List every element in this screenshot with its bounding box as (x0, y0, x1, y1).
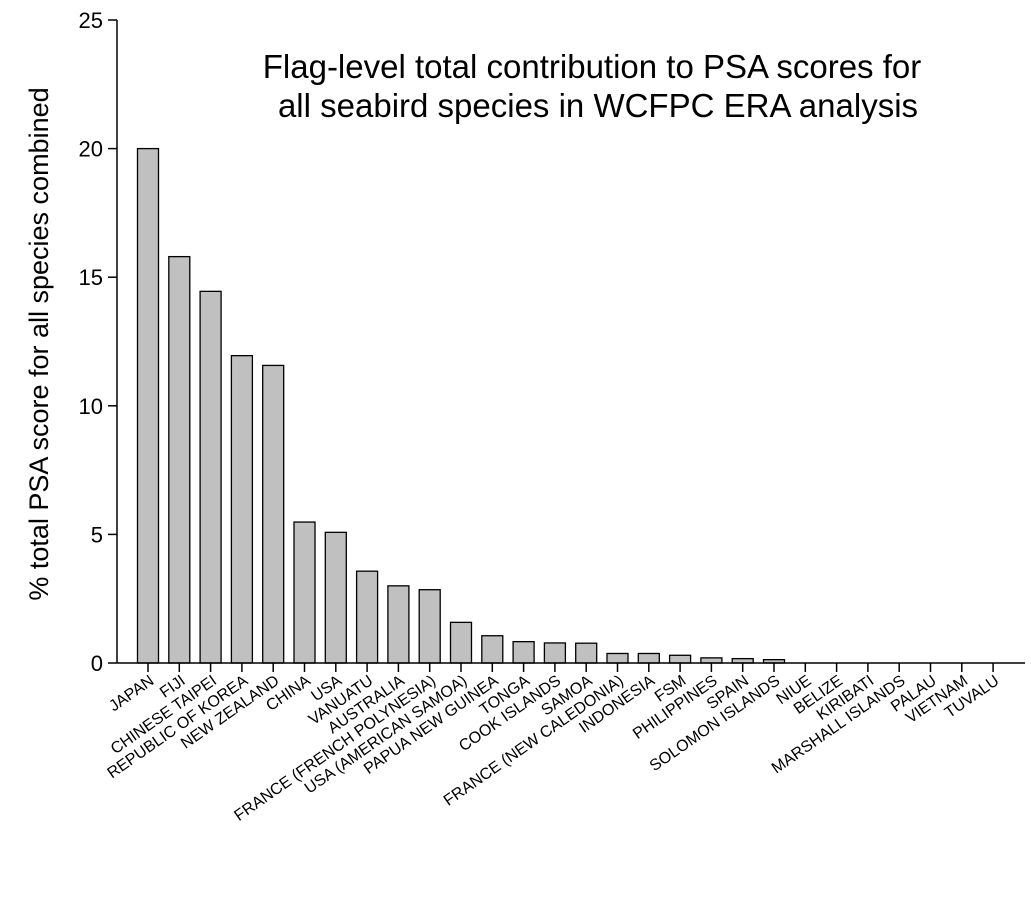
bar-republic-of-korea (230, 354, 254, 664)
bar-vanuatu (355, 570, 379, 664)
bar-france-new-caledonia (606, 652, 629, 664)
x-category-label: JAPAN (106, 672, 157, 715)
chart-title-line-1: Flag-level total contribution to PSA sco… (263, 48, 922, 85)
bar-indonesia (637, 652, 660, 664)
bar-fiji (168, 255, 191, 664)
y-tick-label: 5 (91, 522, 103, 547)
axes-group (116, 20, 1025, 664)
bar-france-french-polynesia (418, 589, 441, 664)
bar-chinese-taipei (199, 290, 222, 664)
y-tick-label: 10 (79, 394, 103, 419)
chart-title-line-2: all seabird species in WCFPC ERA analysi… (278, 87, 918, 124)
y-axis-title: % total PSA score for all species combin… (24, 87, 54, 600)
bars-group (136, 147, 786, 664)
bar-australia (387, 585, 410, 664)
y-tick-label: 20 (79, 137, 103, 162)
bar-samoa (575, 642, 598, 664)
bar-usa (324, 531, 347, 664)
bar-papua-new-guinea (481, 635, 504, 664)
bar-china (293, 521, 316, 664)
y-tick-label: 25 (79, 8, 103, 33)
bar-cook-islands (543, 642, 567, 664)
y-ticks-group: 0 5 10 15 20 25 (79, 8, 117, 676)
bar-fsm (668, 654, 692, 664)
bar-new-zealand (262, 364, 285, 664)
y-tick-label: 15 (79, 265, 103, 290)
bar-usa-american-samoa (449, 621, 473, 664)
y-tick-label: 0 (91, 651, 103, 676)
bar-philippines (700, 657, 723, 664)
bar-tonga (512, 641, 535, 664)
bar-japan (136, 147, 160, 664)
